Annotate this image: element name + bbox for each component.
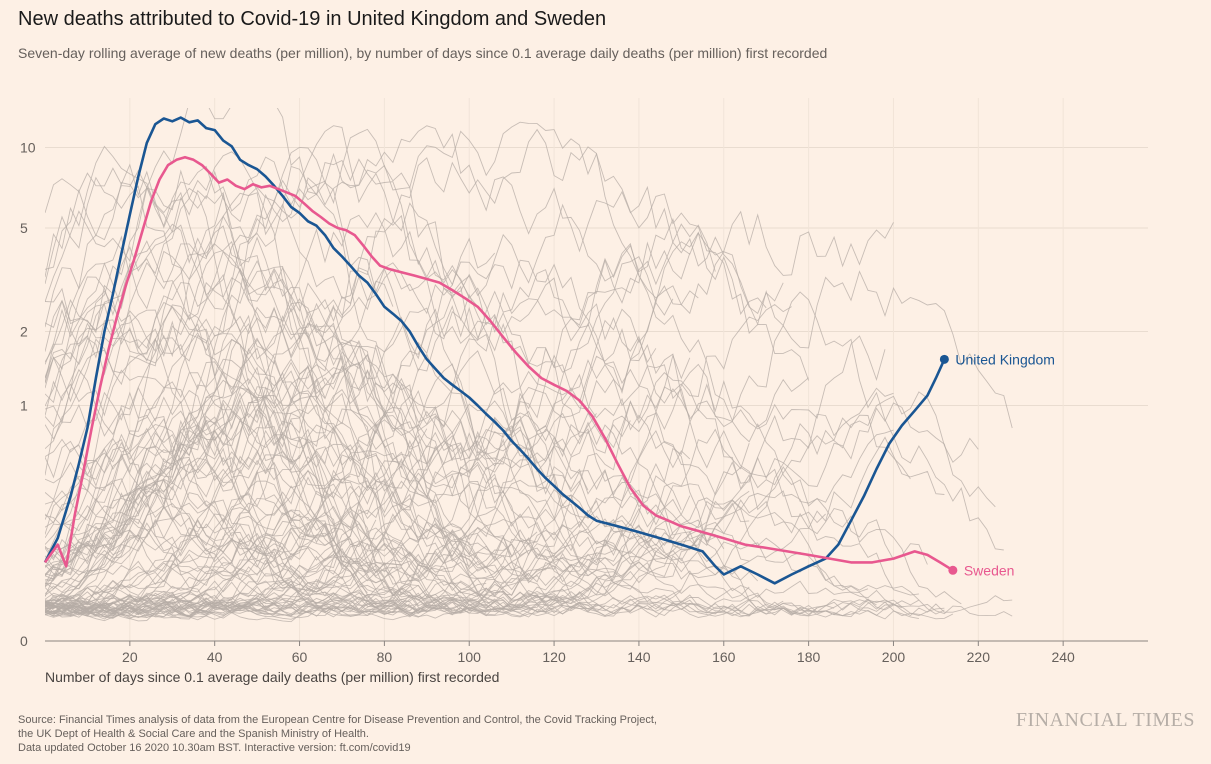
country-line — [45, 185, 427, 614]
source-line: Data updated October 16 2020 10.30am BST… — [18, 742, 411, 754]
country-line — [45, 146, 682, 604]
country-line — [45, 319, 784, 618]
country-line — [45, 429, 691, 620]
series-label-sweden: Sweden — [964, 562, 1015, 578]
country-line — [45, 419, 563, 574]
country-line — [45, 237, 496, 562]
source-note: Source: Financial Times analysis of data… — [18, 713, 657, 755]
country-line — [45, 447, 351, 493]
x-tick-label: 20 — [122, 649, 138, 665]
country-line — [45, 156, 716, 542]
country-line — [45, 478, 945, 617]
country-line — [45, 486, 461, 610]
country-line — [45, 354, 589, 588]
x-tick-label: 200 — [882, 649, 906, 665]
series-end-marker-sweden — [948, 565, 958, 575]
y-tick-label: 0 — [20, 633, 28, 649]
country-line — [45, 315, 453, 505]
country-line — [45, 538, 529, 613]
country-line — [45, 547, 1013, 618]
country-line — [45, 391, 487, 573]
country-line — [45, 363, 538, 587]
country-line — [45, 527, 419, 620]
x-tick-label: 140 — [627, 649, 651, 665]
country-line — [45, 414, 911, 617]
y-tick-label: 1 — [20, 397, 28, 413]
series-line-uk — [43, 116, 946, 585]
country-line — [45, 368, 411, 611]
x-tick-label: 240 — [1051, 649, 1075, 665]
country-line — [45, 231, 767, 620]
country-line — [45, 427, 436, 614]
country-line — [45, 520, 750, 600]
country-line — [45, 455, 334, 547]
country-line — [45, 176, 716, 619]
country-line — [45, 532, 529, 606]
country-line — [45, 303, 792, 617]
country-line — [45, 369, 648, 584]
country-line — [45, 125, 699, 352]
country-line — [45, 395, 657, 602]
series-label-uk: United Kingdom — [955, 351, 1055, 367]
y-tick-label: 5 — [20, 220, 28, 236]
x-tick-label: 160 — [712, 649, 736, 665]
country-line — [45, 490, 538, 607]
country-line — [45, 470, 377, 561]
chart-title: New deaths attributed to Covid-19 in Uni… — [18, 8, 607, 30]
country-line — [45, 192, 377, 363]
x-tick-label: 120 — [542, 649, 566, 665]
country-line — [45, 108, 954, 620]
country-line — [45, 251, 784, 436]
country-line — [45, 214, 996, 508]
series-line-sweden — [43, 155, 954, 572]
y-tick-label: 2 — [20, 324, 28, 340]
x-axis-label: Number of days since 0.1 average daily d… — [45, 669, 500, 685]
country-line — [45, 410, 589, 576]
country-line — [45, 223, 326, 389]
x-tick-label: 80 — [377, 649, 393, 665]
country-line — [45, 225, 487, 614]
country-line — [45, 322, 869, 616]
country-line — [45, 121, 810, 520]
x-tick-label: 40 — [207, 649, 223, 665]
country-line — [45, 185, 1004, 613]
country-line — [45, 328, 657, 616]
y-tick-label: 10 — [20, 139, 36, 155]
country-line — [45, 387, 894, 618]
country-line — [45, 430, 877, 606]
x-tick-label: 220 — [967, 649, 991, 665]
country-line — [45, 359, 691, 610]
country-line — [45, 497, 928, 613]
source-line: Source: Financial Times analysis of data… — [18, 714, 657, 726]
country-line — [45, 277, 894, 610]
country-line — [45, 339, 945, 615]
country-line — [45, 163, 419, 481]
country-line — [45, 386, 478, 560]
x-tick-label: 100 — [458, 649, 482, 665]
country-line — [45, 287, 606, 610]
country-line — [45, 350, 920, 601]
country-line — [45, 505, 597, 613]
other-countries-lines — [45, 108, 1013, 623]
x-tick-label: 60 — [292, 649, 308, 665]
ft-logo: FINANCIAL TIMES — [1015, 709, 1195, 731]
chart-subtitle: Seven-day rolling average of new deaths … — [18, 45, 828, 61]
series-end-marker-uk — [939, 354, 949, 364]
country-line — [45, 262, 682, 613]
x-tick-label: 180 — [797, 649, 821, 665]
source-line: the UK Dept of Health & Social Care and … — [18, 728, 369, 740]
